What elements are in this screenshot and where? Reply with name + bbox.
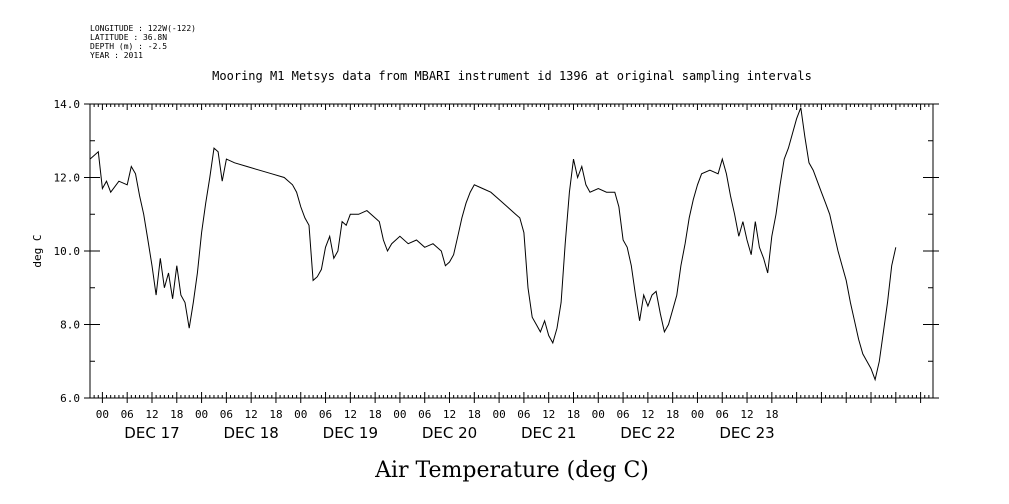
x-tick-label: 18 <box>666 408 679 421</box>
x-tick-label: 06 <box>716 408 729 421</box>
x-day-label: DEC 19 <box>323 424 378 442</box>
x-day-label: DEC 22 <box>620 424 675 442</box>
x-tick-label: 18 <box>765 408 778 421</box>
y-tick-label: 10.0 <box>54 245 81 258</box>
depth-label: DEPTH (m) : -2.5 <box>90 42 167 51</box>
chart-title: Mooring M1 Metsys data from MBARI instru… <box>212 69 812 83</box>
tick-labels: 00 06 12 18 DEC 17 00 06 12 18 DEC 18 00 06 12 18 DEC … <box>54 98 779 442</box>
latitude-label: LATITUDE : 36.8N <box>90 33 167 42</box>
x-tick-label: 00 <box>294 408 307 421</box>
x-tick-label: 06 <box>418 408 431 421</box>
x-tick-label: 00 <box>592 408 605 421</box>
x-day-label: DEC 18 <box>223 424 278 442</box>
longitude-label: LONGITUDE : 122W(-122) <box>90 24 196 33</box>
x-tick-label: 18 <box>567 408 580 421</box>
x-tick-label: 12 <box>443 408 456 421</box>
axis-ticks <box>84 103 939 403</box>
x-tick-label: 06 <box>319 408 332 421</box>
x-tick-label: 00 <box>96 408 109 421</box>
x-tick-label: 18 <box>170 408 183 421</box>
x-tick-label: 12 <box>245 408 258 421</box>
y-tick-label: 14.0 <box>54 98 81 111</box>
y-tick-label: 8.0 <box>60 319 80 332</box>
x-tick-label: 12 <box>145 408 158 421</box>
x-tick-label: 12 <box>542 408 555 421</box>
x-tick-label: 12 <box>740 408 753 421</box>
x-tick-label: 00 <box>691 408 704 421</box>
x-tick-label: 00 <box>393 408 406 421</box>
x-tick-label: 12 <box>344 408 357 421</box>
x-tick-label: 06 <box>616 408 629 421</box>
x-tick-label: 06 <box>220 408 233 421</box>
x-day-label: DEC 20 <box>422 424 477 442</box>
x-day-label: DEC 21 <box>521 424 576 442</box>
x-tick-label: 12 <box>641 408 654 421</box>
x-tick-label: 06 <box>121 408 134 421</box>
y-axis-label: deg C <box>31 234 44 267</box>
x-tick-label: 18 <box>468 408 481 421</box>
y-tick-label: 12.0 <box>54 172 81 185</box>
x-tick-label: 18 <box>369 408 382 421</box>
x-day-label: DEC 23 <box>719 424 774 442</box>
x-axis-label: Air Temperature (deg C) <box>374 458 649 483</box>
x-tick-label: 00 <box>492 408 505 421</box>
x-tick-label: 18 <box>269 408 282 421</box>
x-tick-label: 06 <box>517 408 530 421</box>
y-tick-label: 6.0 <box>60 392 80 405</box>
x-day-label: DEC 17 <box>124 424 179 442</box>
temperature-series-line <box>89 107 897 382</box>
year-label: YEAR : 2011 <box>90 51 143 60</box>
x-tick-label: 00 <box>195 408 208 421</box>
